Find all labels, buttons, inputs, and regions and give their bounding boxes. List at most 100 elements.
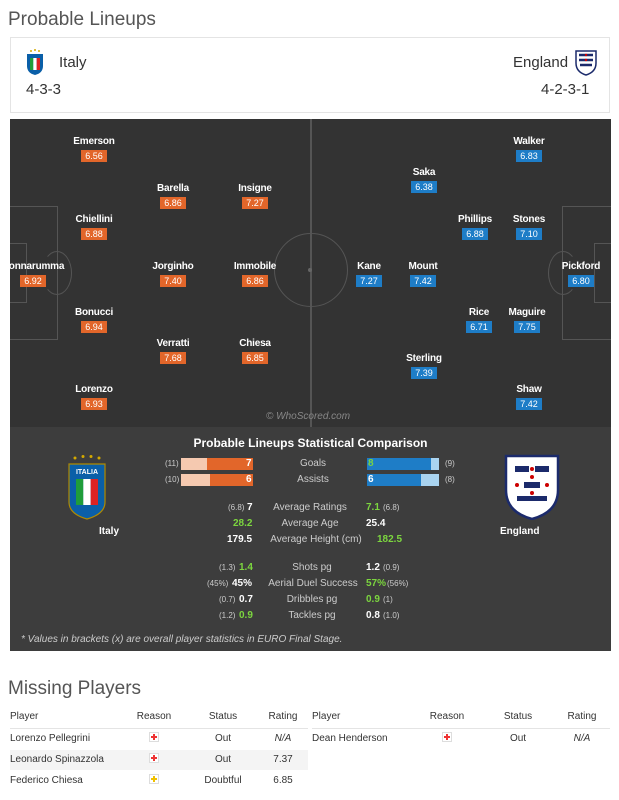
table-row: Leonardo Spinazzola Out 7.37 bbox=[10, 749, 308, 771]
assists-label: Assists bbox=[297, 474, 329, 485]
col-player[interactable]: Player bbox=[312, 706, 412, 729]
stat-home-value: 0.7 bbox=[239, 594, 253, 605]
player-england[interactable]: Shaw 7.42 bbox=[494, 384, 564, 410]
player-england[interactable]: Maguire 7.75 bbox=[492, 307, 562, 333]
watermark: © WhoScored.com bbox=[266, 411, 351, 422]
col-rating[interactable]: Rating bbox=[554, 706, 610, 729]
rating-text: N/A bbox=[258, 728, 308, 750]
player-rating: 7.10 bbox=[516, 228, 542, 240]
col-reason[interactable]: Reason bbox=[120, 706, 188, 729]
player-name: Lorenzo bbox=[75, 384, 113, 395]
player-italy[interactable]: Bonucci 6.94 bbox=[59, 307, 129, 333]
player-england[interactable]: Stones 7.10 bbox=[494, 214, 564, 240]
player-name: Chiellini bbox=[75, 214, 113, 225]
player-name: Maguire bbox=[508, 307, 546, 318]
stat-away-value: 1.2 bbox=[366, 562, 380, 573]
player-name: Immobile bbox=[233, 261, 277, 272]
stat-away-value: 25.4 bbox=[366, 518, 386, 529]
player-link[interactable]: Lorenzo Pellegrini bbox=[10, 728, 120, 750]
stat-home-bracket: (6.8) bbox=[228, 503, 245, 512]
player-italy[interactable]: Insigne 7.27 bbox=[220, 183, 290, 209]
player-rating: 6.71 bbox=[466, 321, 492, 333]
player-name: Phillips bbox=[458, 214, 492, 225]
player-england[interactable]: Rice 6.71 bbox=[444, 307, 514, 333]
home-team-name[interactable]: Italy bbox=[59, 54, 87, 71]
player-england[interactable]: Pickford 6.80 bbox=[546, 261, 611, 287]
player-england[interactable]: Sterling 7.39 bbox=[389, 353, 459, 379]
player-italy[interactable]: Barella 6.86 bbox=[138, 183, 208, 209]
shots-row: (1.3) 1.4 Shots pg 1.2 (0.9) bbox=[190, 562, 430, 576]
missing-title: Missing Players bbox=[8, 678, 142, 699]
comparison-home-name[interactable]: Italy bbox=[99, 526, 120, 537]
stat-label: Average Ratings bbox=[273, 502, 347, 513]
tackles-row: (1.2) 0.9 Tackles pg 0.8 (1.0) bbox=[190, 610, 430, 624]
col-status[interactable]: Status bbox=[482, 706, 554, 729]
player-italy[interactable]: Jorginho 7.40 bbox=[138, 261, 208, 287]
stat-label: Dribbles pg bbox=[286, 594, 338, 605]
player-england[interactable]: Mount 7.42 bbox=[388, 261, 458, 287]
avg-age-row: 28.2 Average Age 25.4 bbox=[190, 518, 420, 532]
player-italy[interactable]: Chiellini 6.88 bbox=[59, 214, 129, 240]
dribbles-row: (0.7) 0.7 Dribbles pg 0.9 (1) bbox=[190, 594, 430, 608]
player-rating: 7.27 bbox=[242, 197, 268, 209]
stat-home-bracket: (0.7) bbox=[219, 595, 236, 604]
missing-home-table: Player Reason Status Rating Lorenzo Pell… bbox=[10, 706, 308, 792]
status-text: Out bbox=[482, 728, 554, 750]
italy-crest-icon bbox=[27, 49, 43, 75]
away-formation: 4-2-3-1 bbox=[541, 81, 590, 98]
player-rating: 6.94 bbox=[81, 321, 107, 333]
goals-label: Goals bbox=[299, 458, 327, 469]
player-name: Walker bbox=[513, 136, 545, 147]
player-link[interactable]: Federico Chiesa bbox=[10, 770, 120, 792]
lineups-header: Italy 4-3-3 England 4-2-3-1 bbox=[10, 37, 610, 113]
player-italy[interactable]: Donnarumma 6.92 bbox=[10, 261, 68, 287]
col-rating[interactable]: Rating bbox=[258, 706, 308, 729]
injury-icon bbox=[149, 753, 159, 763]
stat-away-bracket: (1) bbox=[383, 595, 393, 604]
player-italy[interactable]: Chiesa 6.85 bbox=[220, 338, 290, 364]
away-team-name[interactable]: England bbox=[513, 54, 569, 71]
player-england[interactable]: Kane 7.27 bbox=[334, 261, 404, 287]
player-name: Donnarumma bbox=[10, 261, 65, 272]
right-goal-area bbox=[594, 243, 611, 303]
player-italy[interactable]: Verratti 7.68 bbox=[138, 338, 208, 364]
aerial-row: (45%) 45% Aerial Duel Success 57% (56%) bbox=[190, 578, 430, 592]
center-spot bbox=[308, 268, 312, 272]
stat-home-value: 45% bbox=[232, 578, 253, 589]
player-name: Kane bbox=[357, 261, 381, 272]
england-crest-icon bbox=[575, 50, 597, 76]
missing-away-table: Player Reason Status Rating Dean Henders… bbox=[312, 706, 610, 750]
col-player[interactable]: Player bbox=[10, 706, 120, 729]
player-name: Stones bbox=[512, 214, 546, 225]
player-england[interactable]: Saka 6.38 bbox=[389, 167, 459, 193]
col-reason[interactable]: Reason bbox=[412, 706, 482, 729]
table-row: Dean Henderson Out N/A bbox=[312, 728, 610, 750]
player-england[interactable]: Phillips 6.88 bbox=[440, 214, 510, 240]
stat-home-bracket: (45%) bbox=[207, 579, 229, 588]
left-penalty-arc bbox=[42, 251, 72, 295]
assists-away-bracket: (8) bbox=[445, 475, 455, 484]
player-italy[interactable]: Lorenzo 6.93 bbox=[59, 384, 129, 410]
player-rating: 7.42 bbox=[516, 398, 542, 410]
player-rating: 6.86 bbox=[242, 275, 268, 287]
stat-away-bracket: (56%) bbox=[387, 579, 409, 588]
player-name: Rice bbox=[468, 307, 490, 318]
stat-label: Average Height (cm) bbox=[270, 534, 362, 545]
player-england[interactable]: Walker 6.83 bbox=[494, 136, 564, 162]
status-text: Out bbox=[188, 749, 258, 771]
stat-label: Average Age bbox=[281, 518, 339, 529]
player-italy[interactable]: Immobile 6.86 bbox=[220, 261, 290, 287]
player-name: Mount bbox=[408, 261, 438, 272]
player-italy[interactable]: Emerson 6.56 bbox=[59, 136, 129, 162]
goals-home-value: 7 bbox=[246, 458, 252, 469]
injury-icon bbox=[442, 732, 452, 742]
right-penalty-arc bbox=[548, 251, 578, 295]
stat-label: Shots pg bbox=[292, 562, 332, 573]
player-link[interactable]: Leonardo Spinazzola bbox=[10, 749, 120, 771]
player-link[interactable]: Dean Henderson bbox=[312, 728, 412, 750]
player-rating: 7.40 bbox=[160, 275, 186, 287]
col-status[interactable]: Status bbox=[188, 706, 258, 729]
center-circle bbox=[274, 233, 348, 307]
comparison-away-name[interactable]: England bbox=[500, 526, 540, 537]
lineups-title: Probable Lineups bbox=[8, 9, 156, 30]
